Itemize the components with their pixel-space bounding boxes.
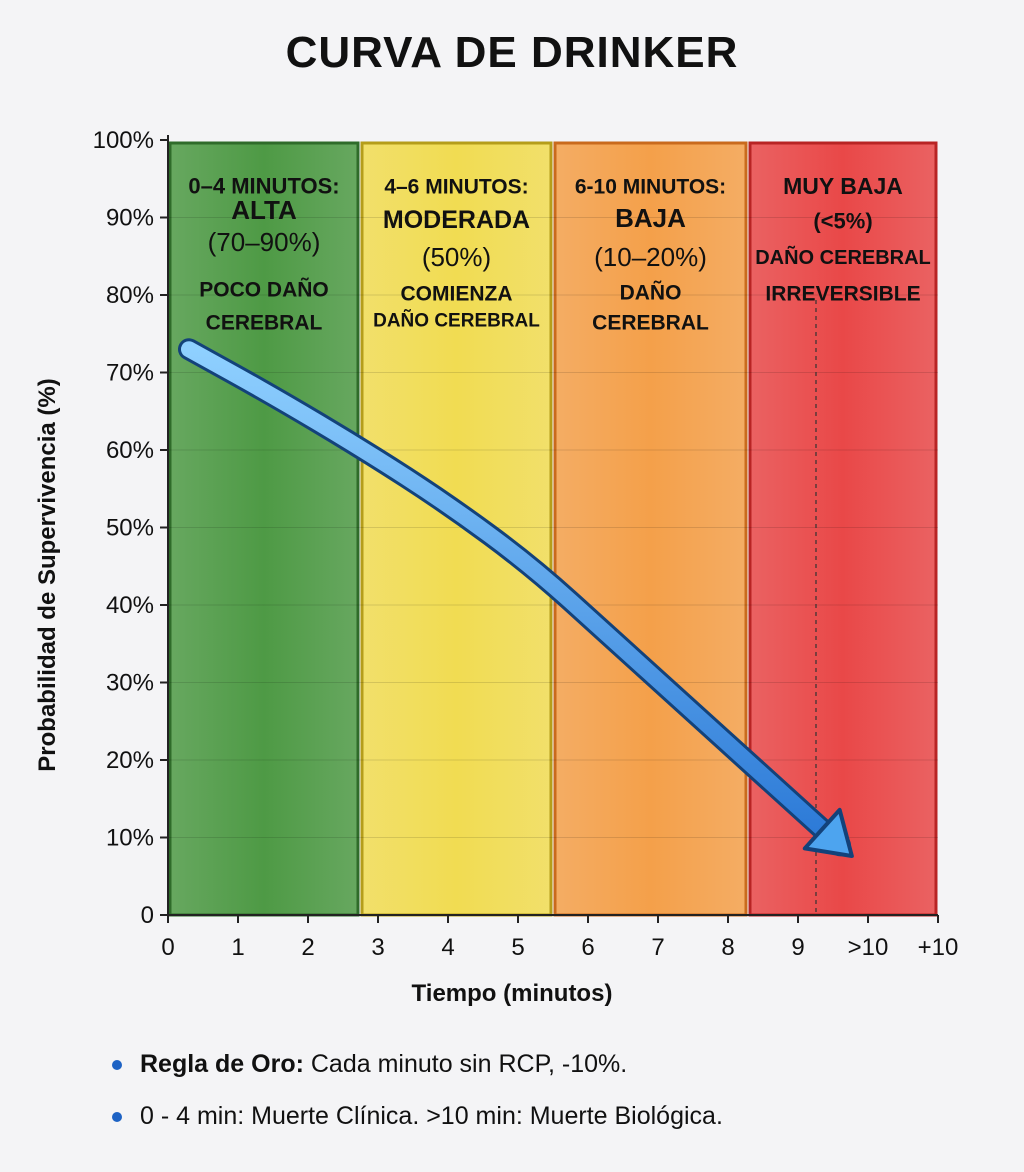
- x-tick-label: 2: [301, 934, 314, 961]
- y-tick-label: 20%: [106, 747, 154, 774]
- zone-label: (10–20%): [594, 242, 707, 272]
- x-tick-label: 4: [441, 934, 454, 961]
- x-tick-label: >10: [848, 934, 889, 961]
- zone-label: DAÑO CEREBRAL: [755, 246, 931, 269]
- chart-title: CURVA DE DRINKER: [285, 28, 739, 77]
- zone-band: [553, 141, 748, 917]
- x-tick-label: +10: [918, 934, 959, 961]
- zone-label: (<5%): [813, 209, 872, 234]
- zone-label: CEREBRAL: [592, 311, 709, 334]
- y-tick-label: 90%: [106, 205, 154, 232]
- y-tick-label: 10%: [106, 825, 154, 852]
- bullet-icon: [112, 1060, 122, 1071]
- zone-label: POCO DAÑO: [199, 278, 329, 301]
- x-tick-label: 9: [791, 934, 804, 961]
- zone-label: IRREVERSIBLE: [765, 282, 920, 305]
- zone-label: BAJA: [615, 203, 686, 233]
- y-tick-label: 100%: [93, 127, 154, 154]
- x-axis-label: Tiempo (minutos): [411, 980, 613, 1007]
- zone-label: DAÑO: [620, 281, 682, 304]
- y-tick-label: 80%: [106, 282, 154, 309]
- survival-curve: [181, 341, 848, 854]
- zone-label: DAÑO CEREBRAL: [373, 310, 540, 332]
- y-tick-label: 40%: [106, 592, 154, 619]
- note-bold: Regla de Oro:: [140, 1050, 304, 1078]
- y-tick-label: 30%: [106, 670, 154, 697]
- zone-label: MODERADA: [383, 206, 530, 234]
- zone-label: (50%): [422, 242, 491, 272]
- x-tick-label: 0: [161, 934, 174, 961]
- y-tick-label: 70%: [106, 360, 154, 387]
- zone-label: 4–6 MINUTOS:: [384, 175, 528, 198]
- zone-label: CEREBRAL: [206, 311, 323, 334]
- zone-label: COMIENZA: [401, 282, 513, 305]
- x-tick-label: 7: [651, 934, 664, 961]
- x-tick-label: 1: [231, 934, 244, 961]
- zone-label: 6-10 MINUTOS:: [575, 175, 726, 198]
- x-tick-label: 3: [371, 934, 384, 961]
- zone-label: ALTA: [231, 195, 297, 225]
- curve-arrowhead: [802, 807, 854, 858]
- note-death-times: 0 - 4 min: Muerte Clínica. >10 min: Muer…: [112, 1102, 723, 1131]
- bullet-icon: [112, 1112, 122, 1123]
- zone-label: (70–90%): [208, 227, 321, 257]
- zone-label: 0–4 MINUTOS:: [188, 174, 339, 199]
- y-tick-label: 50%: [106, 515, 154, 542]
- zone-label: MUY BAJA: [783, 173, 903, 199]
- y-tick-label: 60%: [106, 437, 154, 464]
- zone-band: [168, 141, 360, 917]
- x-tick-label: 8: [721, 934, 734, 961]
- x-tick-label: 6: [581, 934, 594, 961]
- zone-band: [360, 141, 553, 917]
- note-text: Cada minuto sin RCP, -10%.: [303, 1050, 628, 1078]
- note-golden-rule: Regla de Oro: Cada minuto sin RCP, -10%.: [112, 1050, 627, 1079]
- y-axis-label: Probabilidad de Supervivencia (%): [34, 378, 61, 772]
- y-tick-label: 0: [141, 902, 154, 929]
- note-text: 0 - 4 min: Muerte Clínica. >10 min: Muer…: [140, 1102, 723, 1130]
- x-tick-label: 5: [511, 934, 524, 961]
